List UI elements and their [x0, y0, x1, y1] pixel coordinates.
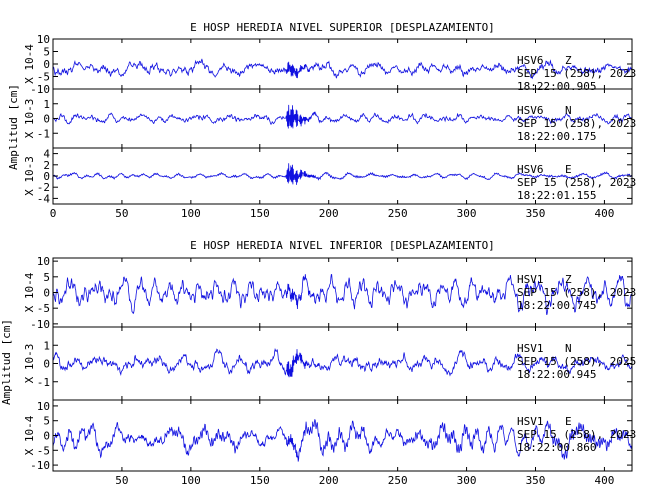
record-date: SEP 15 (258), 2023 — [517, 286, 636, 299]
waveform-trace — [53, 348, 632, 378]
x-tick-label: 50 — [115, 207, 128, 220]
x-tick-label: 350 — [526, 207, 546, 220]
y-tick-label: 0 — [43, 430, 50, 443]
y-axis-label: Amplitud [cm] — [7, 84, 20, 170]
x-tick-label: 300 — [457, 474, 477, 487]
y-unit-label: X 10-4 — [23, 415, 36, 455]
y-unit-label: X 10-3 — [23, 156, 36, 196]
record-date: SEP 15 (258), 2023 — [517, 428, 636, 441]
y-tick-label: 5 — [43, 46, 50, 59]
chart-inferior: E HOSP HEREDIA NIVEL INFERIOR [DESPLAZAM… — [0, 239, 636, 487]
y-tick-label: -1 — [37, 127, 50, 140]
waveform-trace — [53, 104, 632, 129]
y-tick-label: -1 — [37, 376, 50, 389]
x-tick-label: 400 — [594, 207, 614, 220]
component-code: N — [565, 342, 572, 355]
waveform-trace — [53, 163, 632, 185]
station-code: HSV1 — [517, 273, 544, 286]
x-tick-label: 250 — [388, 474, 408, 487]
y-tick-label: 10 — [37, 400, 50, 413]
y-tick-label: -10 — [30, 459, 50, 472]
chart-title: E HOSP HEREDIA NIVEL SUPERIOR [DESPLAZAM… — [190, 21, 495, 34]
record-time: 18:22:00.860 — [517, 441, 596, 454]
waveform-trace — [53, 58, 632, 80]
y-tick-label: 0 — [43, 170, 50, 183]
component-code: E — [565, 163, 572, 176]
x-tick-label: 0 — [50, 207, 57, 220]
y-tick-label: 1 — [43, 339, 50, 352]
station-code: HSV1 — [517, 342, 544, 355]
y-axis-label: Amplitud [cm] — [0, 319, 13, 405]
x-tick-label: 50 — [115, 474, 128, 487]
y-unit-label: X 10-3 — [23, 344, 36, 384]
y-tick-label: 5 — [43, 271, 50, 284]
y-tick-label: 4 — [43, 148, 50, 161]
component-code: Z — [565, 273, 572, 286]
station-code: HSV1 — [517, 415, 544, 428]
x-tick-label: 400 — [594, 474, 614, 487]
component-code: Z — [565, 54, 572, 67]
y-tick-label: 0 — [43, 113, 50, 126]
station-code: HSV6 — [517, 163, 544, 176]
y-unit-label: X 10-3 — [23, 99, 36, 139]
record-date: SEP 15 (258), 2023 — [517, 67, 636, 80]
x-tick-label: 200 — [319, 207, 339, 220]
y-tick-label: -4 — [37, 192, 51, 205]
x-tick-label: 100 — [181, 207, 201, 220]
y-tick-label: -5 — [37, 444, 50, 457]
x-tick-label: 200 — [319, 474, 339, 487]
y-tick-label: 2 — [43, 159, 50, 172]
y-tick-label: 5 — [43, 415, 50, 428]
y-unit-label: X 10-4 — [23, 44, 36, 84]
record-date: SEP 15 (258), 2023 — [517, 117, 636, 130]
y-unit-label: X 10-4 — [23, 272, 36, 312]
x-tick-label: 250 — [388, 207, 408, 220]
y-tick-label: 10 — [37, 33, 50, 46]
x-tick-label: 350 — [526, 474, 546, 487]
record-time: 18:22:01.155 — [517, 189, 596, 202]
y-tick-label: -5 — [37, 302, 50, 315]
waveform-trace — [53, 274, 632, 316]
x-tick-label: 150 — [250, 474, 270, 487]
chart-title: E HOSP HEREDIA NIVEL INFERIOR [DESPLAZAM… — [190, 239, 495, 252]
component-code: N — [565, 104, 572, 117]
record-time: 18:22:00.905 — [517, 80, 596, 93]
x-tick-label: 150 — [250, 207, 270, 220]
y-tick-label: 10 — [37, 255, 50, 268]
y-tick-label: 0 — [43, 287, 50, 300]
record-date: SEP 15 (258), 2023 — [517, 176, 636, 189]
y-tick-label: -10 — [30, 83, 50, 96]
waveform-trace — [53, 418, 632, 462]
record-date: SEP 15 (258), 2025 — [517, 355, 636, 368]
chart-superior: E HOSP HEREDIA NIVEL SUPERIOR [DESPLAZAM… — [7, 21, 636, 220]
y-tick-label: -5 — [37, 71, 50, 84]
y-tick-label: -10 — [30, 318, 50, 331]
y-tick-label: 0 — [43, 358, 50, 371]
station-code: HSV6 — [517, 54, 544, 67]
component-code: E — [565, 415, 572, 428]
station-code: HSV6 — [517, 104, 544, 117]
record-time: 18:22:00.745 — [517, 299, 596, 312]
y-tick-label: 0 — [43, 58, 50, 71]
y-tick-label: 1 — [43, 98, 50, 111]
record-time: 18:22:00.945 — [517, 368, 596, 381]
y-tick-label: -2 — [37, 181, 50, 194]
x-tick-label: 100 — [181, 474, 201, 487]
record-time: 18:22:00.175 — [517, 130, 596, 143]
x-tick-label: 300 — [457, 207, 477, 220]
